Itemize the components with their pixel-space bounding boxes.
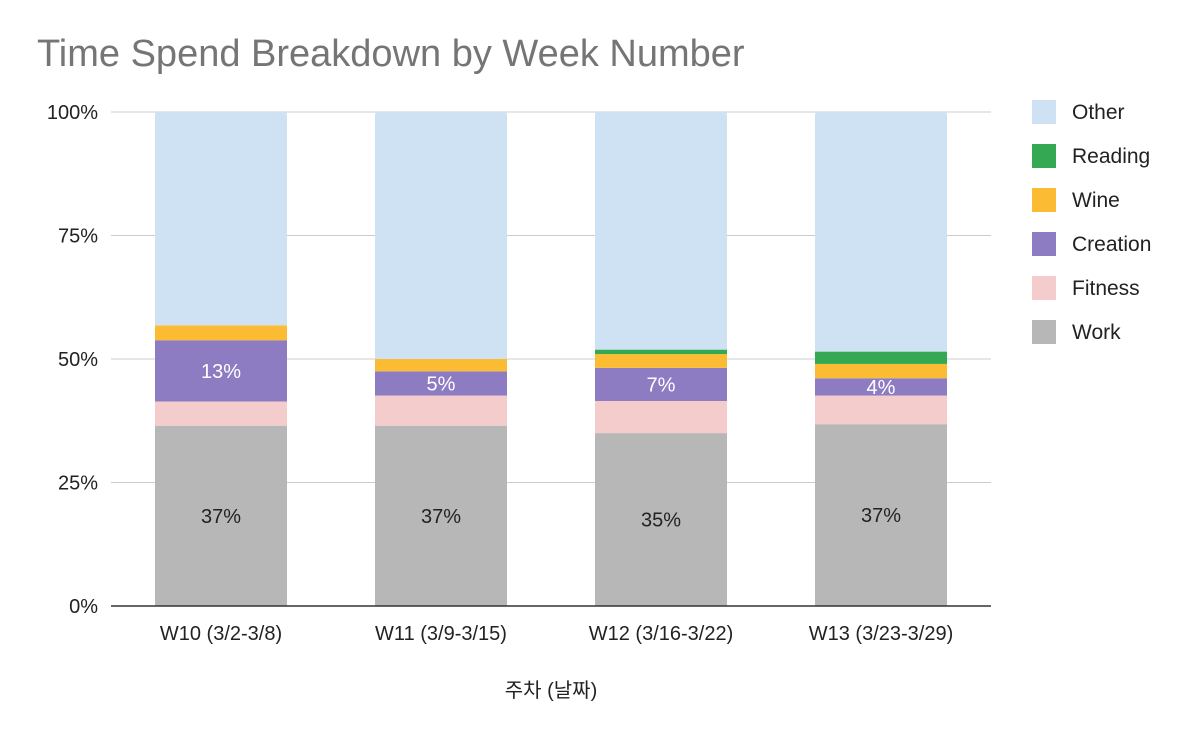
legend-swatch (1032, 320, 1056, 344)
chart-title: Time Spend Breakdown by Week Number (37, 33, 745, 75)
data-label: 35% (641, 510, 681, 532)
legend-item-fitness: Fitness (1032, 276, 1140, 300)
bar-segment-wine (815, 363, 947, 379)
x-tick-label: W12 (3/16-3/22) (589, 623, 734, 645)
x-axis-ticks: W10 (3/2-3/8) W11 (3/9-3/15) W12 (3/16-3/2… (160, 623, 953, 645)
bar-segment-fitness (155, 401, 287, 426)
bar-segment-wine (375, 359, 507, 372)
bar-segment-creation (595, 367, 727, 401)
legend-item-creation: Creation (1032, 232, 1151, 256)
y-axis-ticks: 0% 25% 50% 75% 100% (47, 102, 98, 618)
legend-label: Fitness (1072, 277, 1140, 300)
legend-swatch (1032, 100, 1056, 124)
y-tick-label: 50% (58, 349, 98, 371)
bar-segment-creation (155, 340, 287, 402)
bar-segment-other (155, 112, 287, 326)
legend: Other Reading Wine Creation Fitness Work (1032, 100, 1151, 344)
bar-segment-fitness (595, 400, 727, 434)
data-label: 37% (861, 505, 901, 527)
y-tick-label: 25% (58, 473, 98, 495)
bar-segment-work (375, 425, 507, 606)
legend-item-other: Other (1032, 100, 1125, 124)
bar-segment-fitness (375, 395, 507, 426)
bar-segment-work (595, 433, 727, 606)
legend-label: Work (1072, 321, 1121, 344)
y-tick-label: 0% (69, 596, 98, 618)
bar-segment-wine (155, 325, 287, 341)
bar-segment-reading (595, 349, 727, 355)
x-tick-label: W13 (3/23-3/29) (809, 623, 954, 645)
legend-swatch (1032, 188, 1056, 212)
data-label: 4% (867, 377, 896, 399)
data-label: 5% (427, 373, 456, 395)
legend-label: Wine (1072, 189, 1120, 212)
data-labels: 37% 13% 37% 5% 35% 7% 37% 4% (201, 361, 901, 532)
bar-segment-work (815, 424, 947, 606)
y-tick-label: 75% (58, 226, 98, 248)
legend-swatch (1032, 232, 1056, 256)
data-label: 37% (201, 506, 241, 528)
bar-segment-reading (815, 351, 947, 364)
bars (155, 112, 947, 606)
x-axis-title: 주차 (날짜) (505, 679, 597, 702)
data-label: 13% (201, 361, 241, 383)
legend-item-reading: Reading (1032, 144, 1150, 168)
y-tick-label: 100% (47, 102, 98, 124)
legend-swatch (1032, 144, 1056, 168)
bar-segment-work (155, 425, 287, 606)
bar-segment-fitness (815, 395, 947, 425)
bar-segment-creation (375, 371, 507, 396)
bar-segment-other (595, 112, 727, 350)
legend-label: Creation (1072, 233, 1151, 256)
x-tick-label: W10 (3/2-3/8) (160, 623, 282, 645)
data-label: 37% (421, 506, 461, 528)
legend-item-work: Work (1032, 320, 1121, 344)
bar-segment-wine (595, 354, 727, 368)
data-label: 7% (647, 374, 676, 396)
legend-label: Other (1072, 101, 1125, 124)
bar-segment-other (815, 112, 947, 352)
bar-segment-creation (815, 378, 947, 396)
legend-label: Reading (1072, 145, 1150, 168)
legend-swatch (1032, 276, 1056, 300)
bar-segment-other (375, 112, 507, 359)
legend-item-wine: Wine (1032, 188, 1120, 212)
x-tick-label: W11 (3/9-3/15) (375, 623, 507, 645)
